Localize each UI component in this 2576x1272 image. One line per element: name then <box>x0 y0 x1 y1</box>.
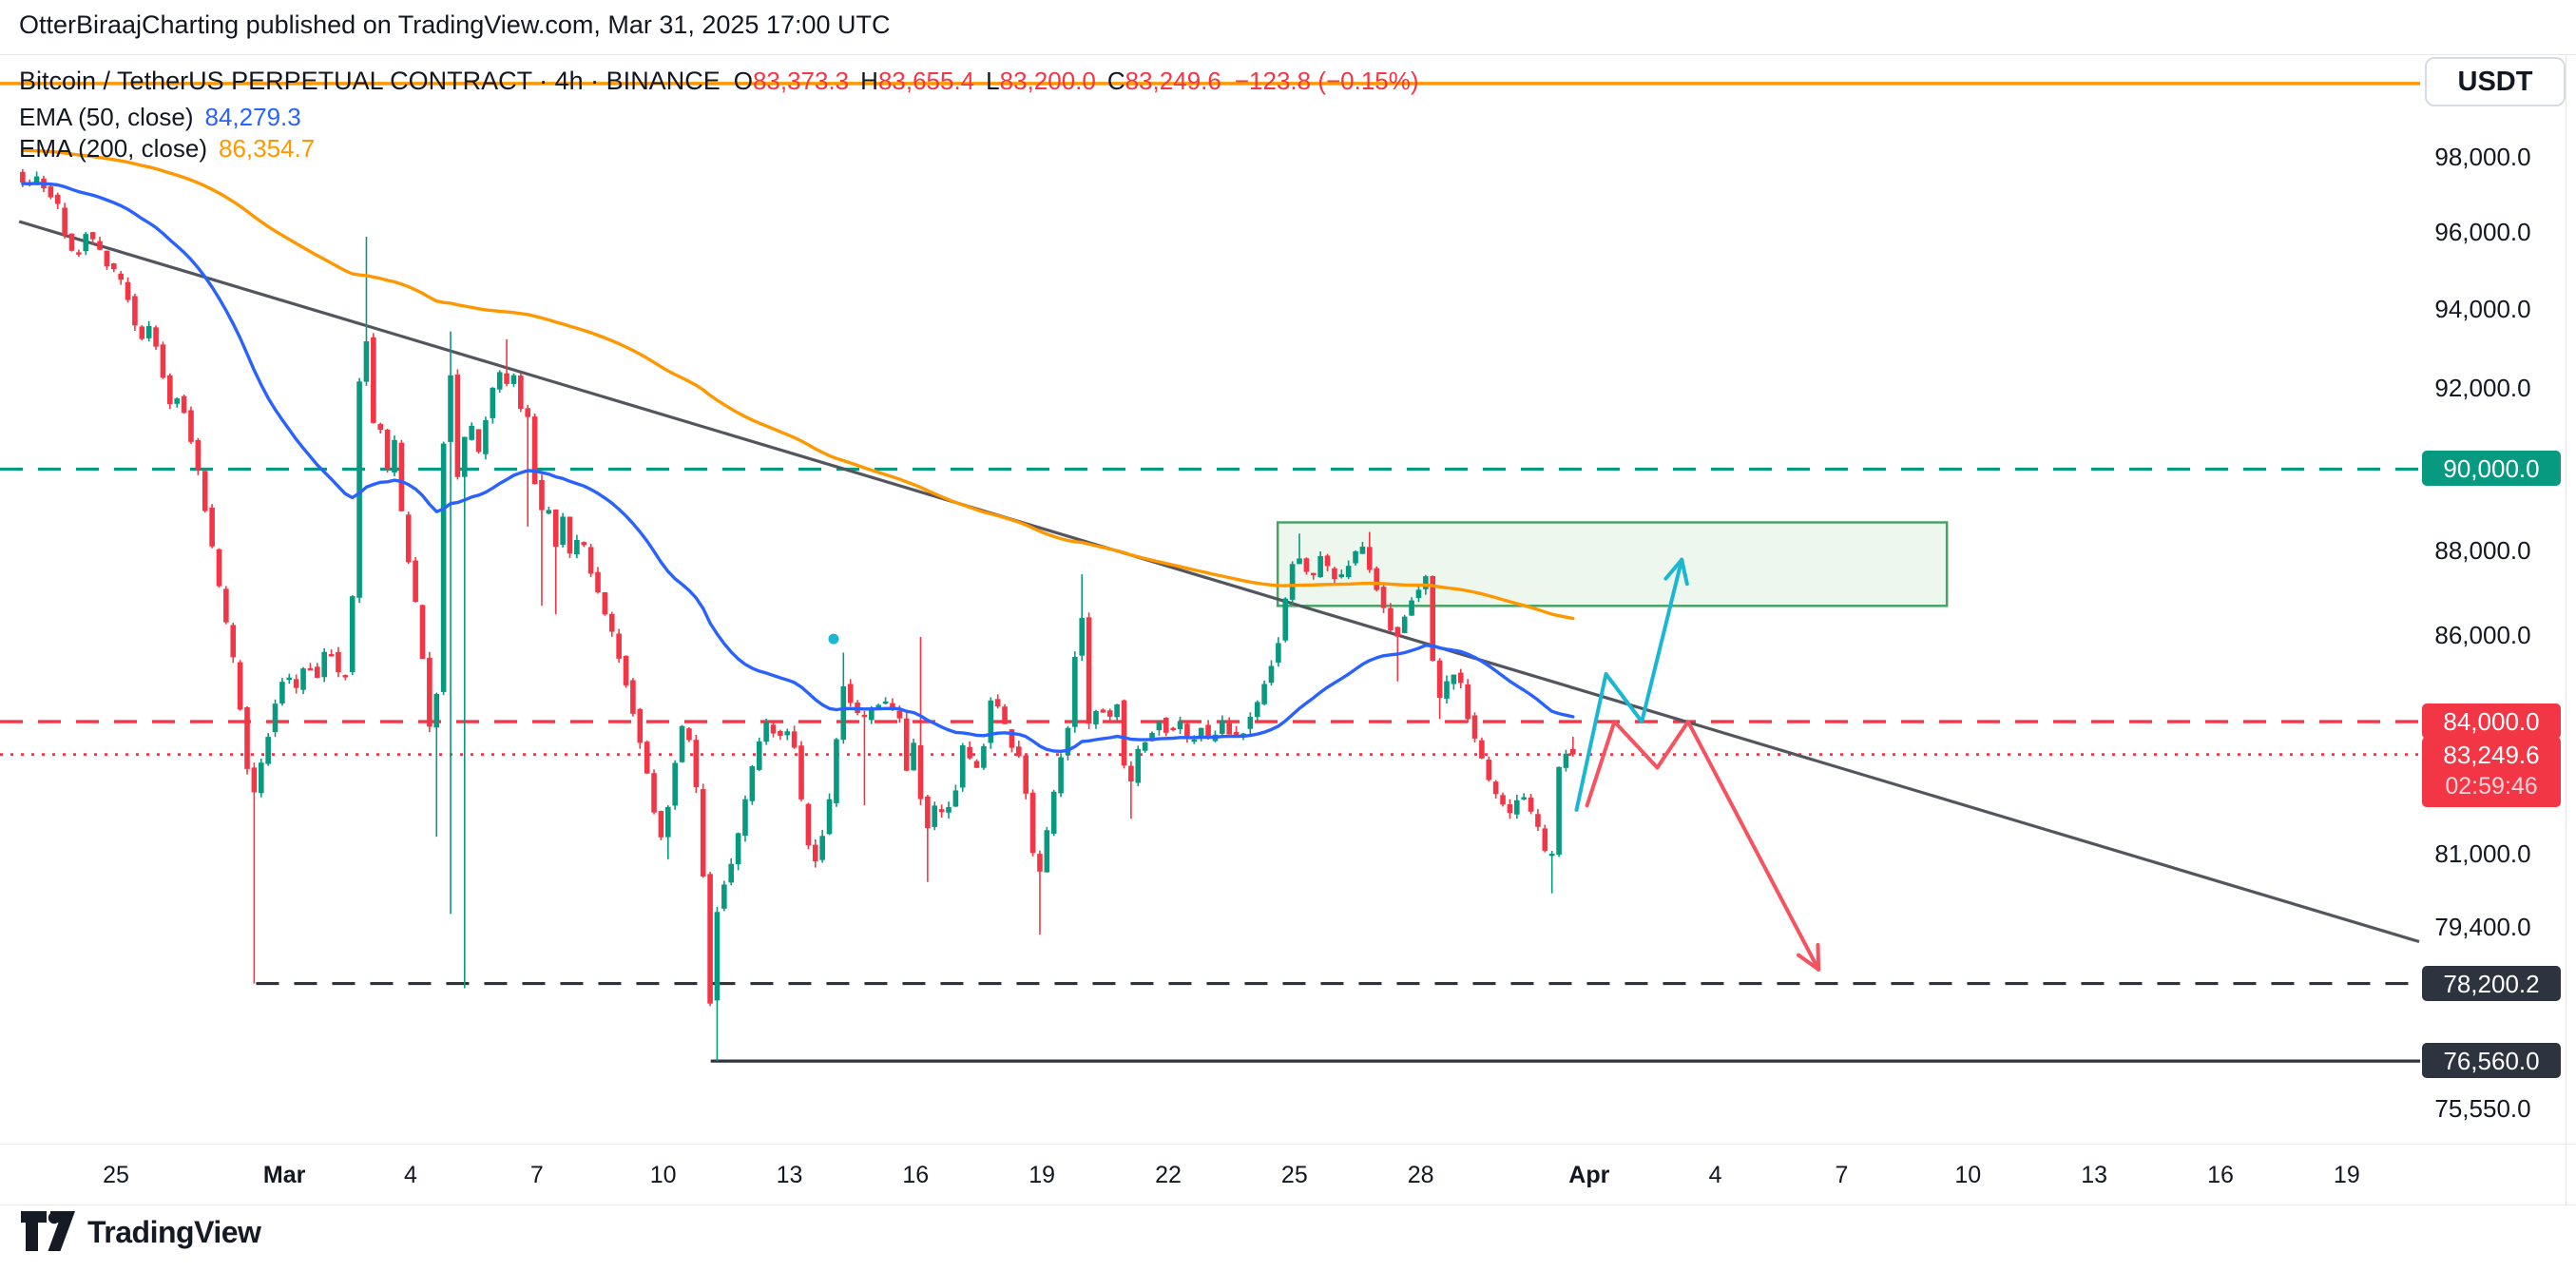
price-badge-value: 84,000.0 <box>2443 707 2540 737</box>
symbol-title: Bitcoin / TetherUS PERPETUAL CONTRACT · … <box>19 66 721 95</box>
chart-legend: Bitcoin / TetherUS PERPETUAL CONTRACT · … <box>19 67 1419 164</box>
time-tick-4-day7: 4 <box>404 1162 417 1188</box>
ema-200-line[interactable] <box>21 148 1575 621</box>
attribution-bar: OtterBiraajCharting published on Trading… <box>19 10 891 40</box>
time-tick-13-day47: 13 <box>2081 1162 2108 1188</box>
ema50-legend-row[interactable]: EMA (50, close) 84,279.3 <box>19 102 1419 133</box>
ema200-legend-row[interactable]: EMA (200, close) 86,354.7 <box>19 133 1419 164</box>
price-badge-value: 78,200.2 <box>2443 969 2540 998</box>
time-tick-Apr-day35: Apr <box>1568 1162 1610 1188</box>
bearish-projection[interactable] <box>1585 720 1821 972</box>
price-tick-96,000.0: 96,000.0 <box>2434 218 2531 246</box>
time-tick-16-day19: 16 <box>902 1162 930 1188</box>
price-badge-78,200.2: 78,200.2 <box>2422 965 2561 1001</box>
low-label: L <box>986 66 1000 95</box>
time-tick-25-day0: 25 <box>103 1162 129 1188</box>
price-tick-75,550.0: 75,550.0 <box>2434 1094 2531 1124</box>
bullish-projection[interactable] <box>1574 557 1689 812</box>
price-badge-value: 76,560.0 <box>2443 1047 2540 1076</box>
price-badge-90,000.0: 90,000.0 <box>2422 451 2561 487</box>
candle-countdown: 02:59:46 <box>2445 772 2538 800</box>
price-tick-79,400.0: 79,400.0 <box>2434 912 2531 941</box>
open-label: O <box>733 66 753 95</box>
time-tick-22-day25: 22 <box>1155 1162 1182 1188</box>
time-tick-13-day16: 13 <box>776 1162 803 1188</box>
low-value: 83,200.0 <box>999 66 1096 95</box>
high-value: 83,655.4 <box>877 66 975 95</box>
currency-button[interactable]: USDT <box>2425 57 2566 106</box>
time-tick-19-day22: 19 <box>1028 1162 1056 1188</box>
price-badge-84,000.0: 84,000.0 <box>2422 703 2561 740</box>
close-value: 83,249.6 <box>1125 66 1221 95</box>
price-tick-86,000.0: 86,000.0 <box>2434 620 2531 649</box>
price-tick-88,000.0: 88,000.0 <box>2434 536 2531 565</box>
time-axis[interactable]: 25 Mar 4 7 10 13 16 19 22 25 28 Apr 4 7 10 13 16 19 <box>0 1145 2420 1205</box>
trendline-descending-resistance[interactable] <box>18 220 2420 944</box>
high-label: H <box>860 66 878 95</box>
time-tick-10-day13: 10 <box>649 1162 677 1188</box>
price-badge-value: 83,249.6 <box>2443 740 2540 769</box>
time-tick-Mar-day4: Mar <box>262 1162 306 1188</box>
time-tick-28-day31: 28 <box>1407 1162 1434 1188</box>
supply-zone[interactable] <box>1276 521 1949 607</box>
time-tick-4-day38: 4 <box>1708 1162 1722 1188</box>
time-tick-25-day28: 25 <box>1280 1162 1308 1188</box>
price-tick-94,000.0: 94,000.0 <box>2434 295 2531 324</box>
time-tick-7-day10: 7 <box>529 1162 544 1188</box>
ohlc-values: O83,373.3 H83,655.4 L83,200.0 C83,249.6 … <box>734 67 1419 96</box>
attribution-text: OtterBiraajCharting published on Trading… <box>19 10 891 39</box>
symbol-legend-row[interactable]: Bitcoin / TetherUS PERPETUAL CONTRACT · … <box>19 67 1419 95</box>
open-value: 83,373.3 <box>752 66 850 95</box>
tradingview-wordmark: TradingView <box>87 1214 261 1249</box>
tradingview-icon <box>21 1211 75 1251</box>
price-badge-value: 90,000.0 <box>2443 454 2540 484</box>
currency-label: USDT <box>2457 66 2533 97</box>
drawing-anchor-dot[interactable] <box>828 633 839 645</box>
price-tick-98,000.0: 98,000.0 <box>2434 142 2531 171</box>
price-tick-81,000.0: 81,000.0 <box>2434 839 2531 869</box>
close-label: C <box>1106 66 1125 95</box>
ema50-value: 84,279.3 <box>204 103 301 131</box>
price-badge-83,249.6: 83,249.6 02:59:46 <box>2422 736 2561 807</box>
header-divider <box>0 54 2576 55</box>
plot-bottom-border <box>0 1144 2576 1145</box>
candles-layer[interactable] <box>20 168 1576 1062</box>
price-tick-92,000.0: 92,000.0 <box>2434 373 2531 402</box>
time-tick-16-day50: 16 <box>2207 1162 2234 1188</box>
ema200-label: EMA (200, close) <box>19 134 207 163</box>
price-badge-76,560.0: 76,560.0 <box>2422 1043 2561 1079</box>
tradingview-logo[interactable]: TradingView <box>21 1211 261 1253</box>
ema-50-line[interactable] <box>21 182 1575 753</box>
ema200-value: 86,354.7 <box>218 134 316 163</box>
time-tick-10-day44: 10 <box>1954 1162 1982 1188</box>
ema50-label: EMA (50, close) <box>19 103 194 131</box>
time-tick-7-day41: 7 <box>1835 1162 1849 1188</box>
time-tick-19-day53: 19 <box>2333 1162 2360 1188</box>
price-axis[interactable]: 98,000.0 96,000.0 94,000.0 92,000.0 90,000.0… <box>2420 54 2576 1205</box>
change-value: −123.8 (−0.15%) <box>1234 66 1419 95</box>
